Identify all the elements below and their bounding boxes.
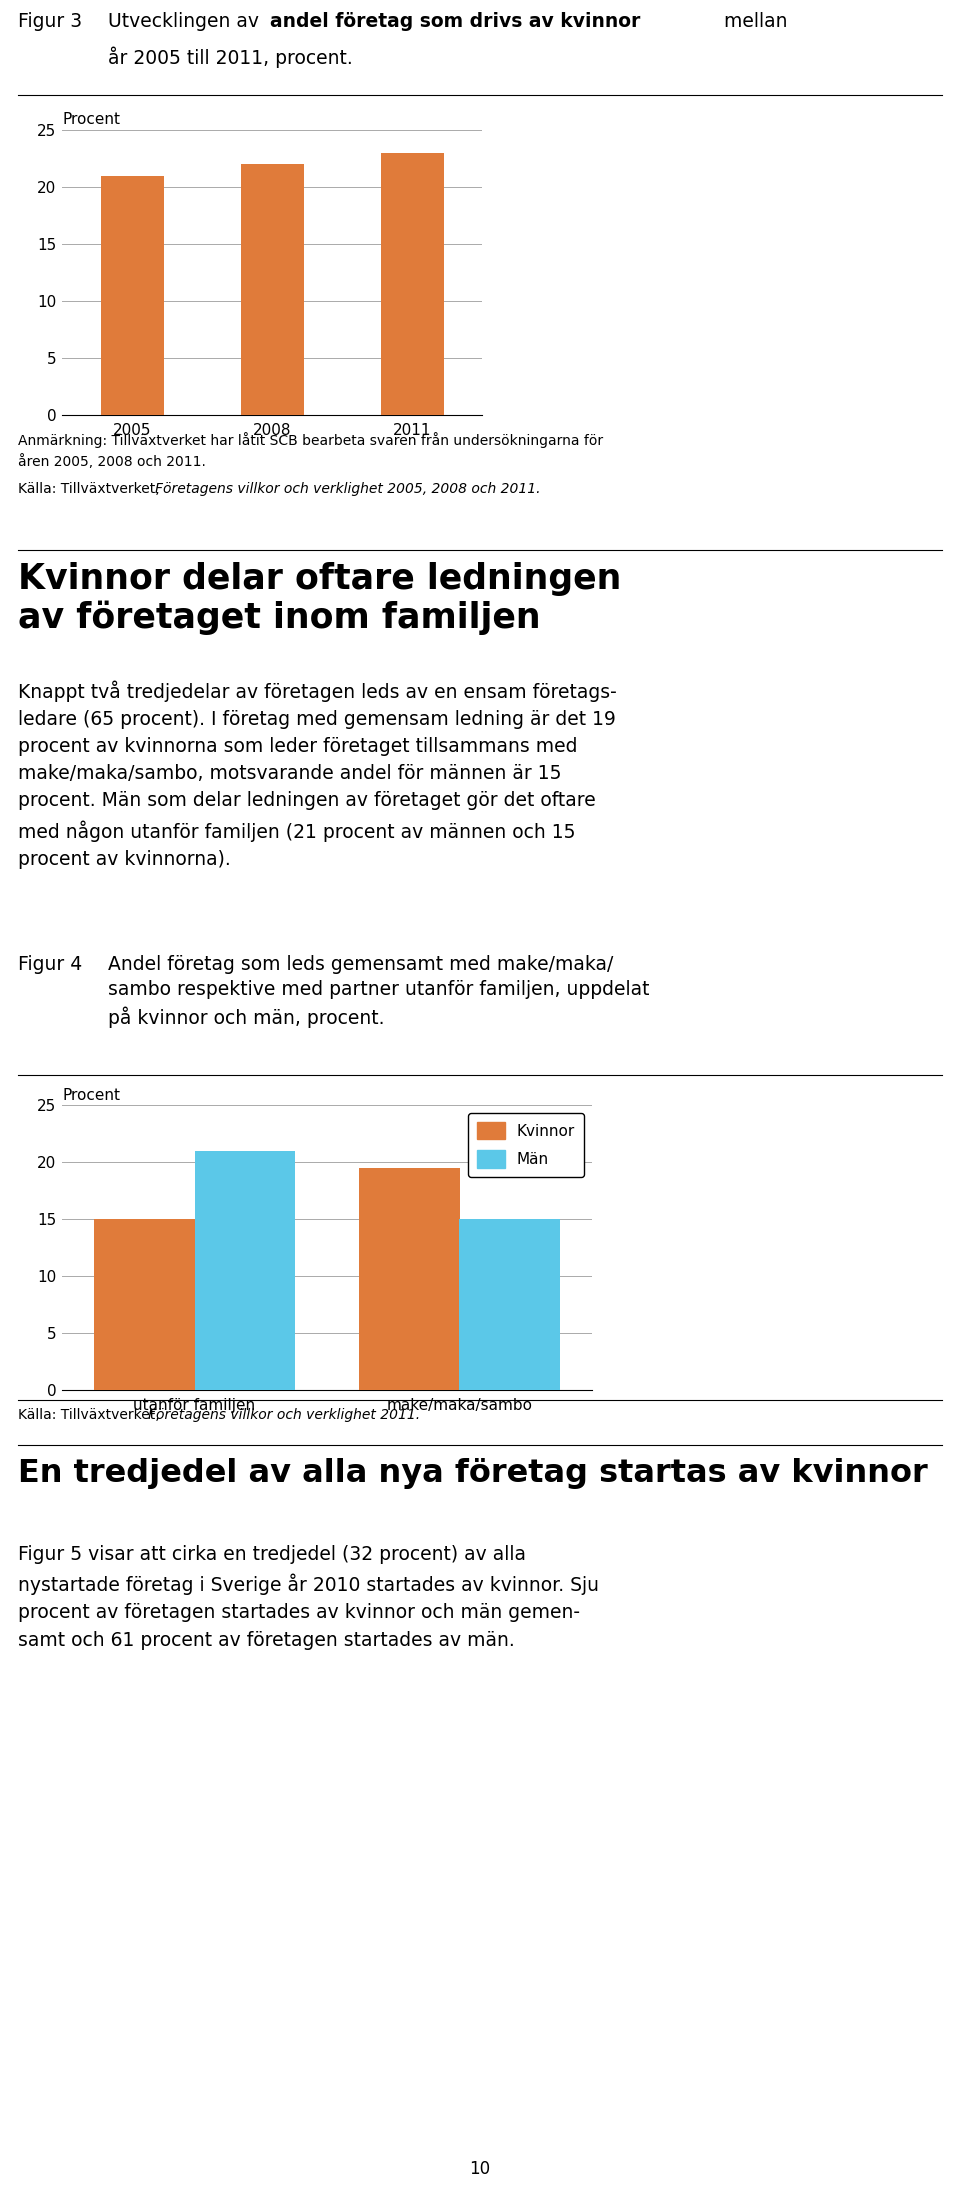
Text: Procent: Procent	[62, 1088, 120, 1103]
Bar	[359, 1167, 460, 1390]
Bar	[94, 1219, 195, 1390]
Text: Figur 4: Figur 4	[18, 954, 83, 974]
Text: mellan: mellan	[718, 11, 787, 31]
Text: år 2005 till 2011, procent.: år 2005 till 2011, procent.	[108, 46, 352, 68]
Text: Figur 3: Figur 3	[18, 11, 83, 31]
Text: Företagens villkor och verklighet 2011.: Företagens villkor och verklighet 2011.	[148, 1408, 420, 1421]
Text: Anmärkning: Tillväxtverket har låtit SCB bearbeta svaren från undersökningarna f: Anmärkning: Tillväxtverket har låtit SCB…	[18, 432, 603, 469]
Text: 10: 10	[469, 2160, 491, 2178]
Bar	[241, 164, 303, 414]
Bar	[460, 1219, 561, 1390]
Legend: Kvinnor, Män: Kvinnor, Män	[468, 1112, 585, 1178]
Text: Källa: Tillväxtverket,: Källa: Tillväxtverket,	[18, 482, 164, 496]
Text: Procent: Procent	[62, 112, 120, 127]
Bar	[380, 154, 444, 414]
Text: Källa: Tillväxtverket,: Källa: Tillväxtverket,	[18, 1408, 164, 1421]
Bar	[195, 1151, 296, 1390]
Bar	[101, 175, 163, 414]
Text: En tredjedel av alla nya företag startas av kvinnor: En tredjedel av alla nya företag startas…	[18, 1458, 927, 1489]
Text: Utvecklingen av: Utvecklingen av	[108, 11, 265, 31]
Text: Kvinnor delar oftare ledningen
av företaget inom familjen: Kvinnor delar oftare ledningen av företa…	[18, 561, 621, 634]
Text: Knappt två tredjedelar av företagen leds av en ensam företags-
ledare (65 procen: Knappt två tredjedelar av företagen leds…	[18, 680, 616, 868]
Text: Figur 5 visar att cirka en tredjedel (32 procent) av alla
nystartade företag i S: Figur 5 visar att cirka en tredjedel (32…	[18, 1546, 599, 1649]
Text: Andel företag som leds gemensamt med make/maka/
sambo respektive med partner uta: Andel företag som leds gemensamt med mak…	[108, 954, 650, 1029]
Text: Företagens villkor och verklighet 2005, 2008 och 2011.: Företagens villkor och verklighet 2005, …	[155, 482, 540, 496]
Text: andel företag som drivs av kvinnor: andel företag som drivs av kvinnor	[270, 11, 640, 31]
